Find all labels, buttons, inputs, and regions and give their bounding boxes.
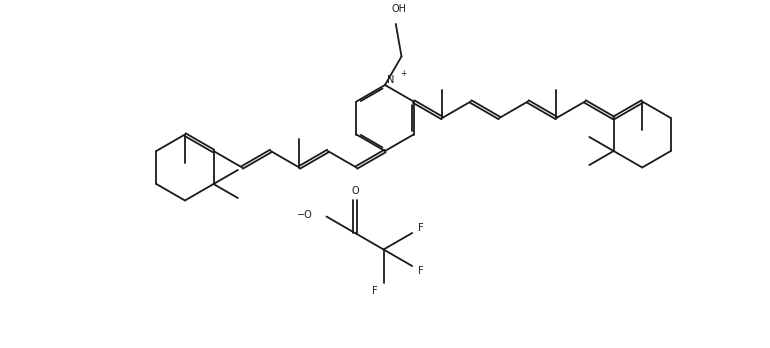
Text: OH: OH bbox=[391, 4, 407, 14]
Text: −O: −O bbox=[296, 209, 313, 220]
Text: +: + bbox=[400, 70, 407, 79]
Text: N: N bbox=[387, 75, 395, 85]
Text: F: F bbox=[418, 266, 424, 276]
Text: F: F bbox=[372, 285, 377, 295]
Text: F: F bbox=[418, 223, 424, 233]
Text: O: O bbox=[351, 186, 359, 196]
